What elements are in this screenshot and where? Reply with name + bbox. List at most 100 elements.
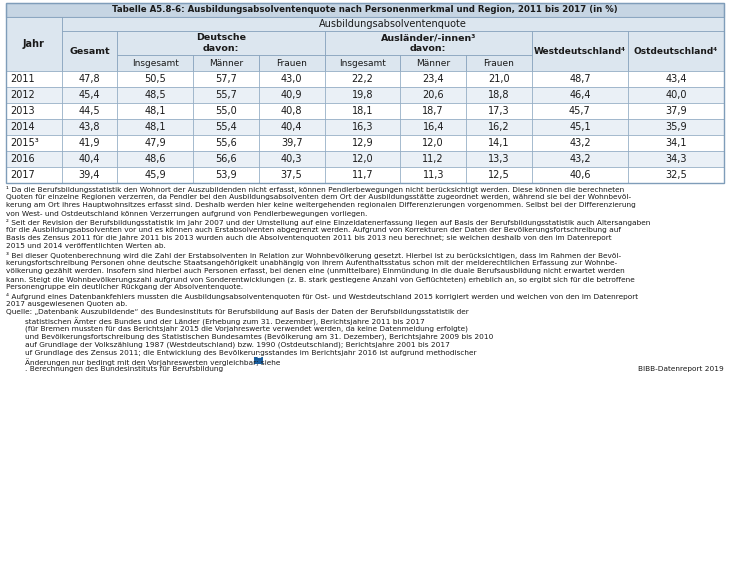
Text: 11,3: 11,3 (423, 170, 444, 180)
Bar (61, 31, 118, 71)
Text: 22,2: 22,2 (352, 74, 374, 84)
Text: 48,7: 48,7 (569, 74, 591, 84)
Bar (325, 31, 532, 55)
Text: Frauen: Frauen (483, 58, 515, 68)
Text: kerungsfortschreibung Personen ohne deutsche Staatsangehörigkeit unabhängig von : kerungsfortschreibung Personen ohne deut… (6, 260, 617, 266)
Bar (6, 17, 61, 71)
Text: 48,6: 48,6 (145, 154, 166, 164)
Text: 40,4: 40,4 (79, 154, 100, 164)
Bar (259, 167, 325, 183)
Text: 41,9: 41,9 (79, 138, 100, 148)
Bar (6, 3, 724, 183)
Text: kann. Steigt die Wohnbevölkerungszahl aufgrund von Sonderentwicklungen (z. B. st: kann. Steigt die Wohnbevölkerungszahl au… (6, 276, 635, 283)
Bar (259, 71, 325, 87)
Bar (118, 167, 193, 183)
Text: für die Ausbildungsabsolventen vor und es können auch Erstabsolventen abgegrenzt: für die Ausbildungsabsolventen vor und e… (6, 227, 621, 233)
Bar (325, 119, 400, 135)
Text: 37,9: 37,9 (665, 106, 687, 116)
Text: 40,8: 40,8 (281, 106, 302, 116)
Text: 40,9: 40,9 (281, 90, 302, 100)
Bar (628, 167, 724, 183)
Text: 34,3: 34,3 (665, 154, 687, 164)
Bar (325, 87, 400, 103)
Bar (400, 103, 466, 119)
Bar (466, 151, 532, 167)
Text: von West- und Ostdeutschland können Verzerrungen aufgrund von Pendlerbewegungen : von West- und Ostdeutschland können Verz… (6, 210, 367, 217)
Bar (466, 103, 532, 119)
Bar (532, 87, 628, 103)
Text: 2017 ausgewiesenen Quoten ab.: 2017 ausgewiesenen Quoten ab. (6, 301, 127, 307)
Bar (118, 119, 193, 135)
Bar (193, 151, 259, 167)
Text: kerung am Ort ihres Hauptwohnsitzes erfasst sind. Deshalb werden hier keine weit: kerung am Ort ihres Hauptwohnsitzes erfa… (6, 202, 636, 209)
Text: Gesamt: Gesamt (69, 46, 110, 55)
Text: 45,4: 45,4 (79, 90, 100, 100)
Text: (für Bremen mussten für das Berichtsjahr 2015 die Vorjahreswerte verwendet werde: (für Bremen mussten für das Berichtsjahr… (6, 325, 468, 332)
Text: Deutsche
davon:: Deutsche davon: (196, 34, 246, 53)
Bar (61, 167, 118, 183)
Bar (532, 31, 628, 71)
Bar (400, 167, 466, 183)
Text: 39,7: 39,7 (281, 138, 302, 148)
Text: 56,6: 56,6 (215, 154, 237, 164)
Bar (628, 135, 724, 151)
Text: 43,8: 43,8 (79, 122, 100, 132)
Text: 55,0: 55,0 (215, 106, 237, 116)
Text: Männer: Männer (209, 58, 243, 68)
Bar (400, 71, 466, 87)
Text: 18,1: 18,1 (352, 106, 373, 116)
Bar (6, 119, 61, 135)
Text: 19,8: 19,8 (352, 90, 373, 100)
Text: 40,6: 40,6 (569, 170, 591, 180)
Bar (193, 87, 259, 103)
Bar (259, 87, 325, 103)
Bar (628, 151, 724, 167)
Bar (400, 135, 466, 151)
Text: 12,9: 12,9 (352, 138, 373, 148)
Bar (193, 135, 259, 151)
Text: 16,3: 16,3 (352, 122, 373, 132)
Bar (628, 119, 724, 135)
Text: 20,6: 20,6 (423, 90, 444, 100)
Bar (6, 167, 61, 183)
Text: Tabelle A5.8-6: Ausbildungsabsolventenquote nach Personenmerkmal und Region, 201: Tabelle A5.8-6: Ausbildungsabsolventenqu… (112, 6, 618, 14)
Bar (628, 31, 724, 71)
Text: Quoten für einzelne Regionen verzerren, da Pendler bei den Ausbildungsabsolvente: Quoten für einzelne Regionen verzerren, … (6, 194, 631, 200)
Text: 39,4: 39,4 (79, 170, 100, 180)
Text: 43,0: 43,0 (281, 74, 302, 84)
Bar (532, 119, 628, 135)
Bar (118, 103, 193, 119)
Text: 45,7: 45,7 (569, 106, 591, 116)
Bar (532, 71, 628, 87)
Text: 43,2: 43,2 (569, 154, 591, 164)
Bar (6, 87, 61, 103)
Bar (259, 151, 325, 167)
Bar (61, 119, 118, 135)
Text: Basis des Zensus 2011 für die Jahre 2011 bis 2013 wurden auch die Absolventenquo: Basis des Zensus 2011 für die Jahre 2011… (6, 235, 612, 241)
Text: 2011: 2011 (10, 74, 34, 84)
Text: 40,4: 40,4 (281, 122, 302, 132)
Text: . Berechnungen des Bundesinstituts für Berufsbildung: . Berechnungen des Bundesinstituts für B… (6, 366, 223, 372)
Bar (532, 167, 628, 183)
Text: BIBB-Datenreport 2019: BIBB-Datenreport 2019 (638, 366, 724, 372)
Bar (118, 87, 193, 103)
Text: 17,3: 17,3 (488, 106, 510, 116)
Text: 48,1: 48,1 (145, 122, 166, 132)
Bar (400, 55, 466, 71)
Bar (259, 55, 325, 71)
Bar (259, 119, 325, 135)
Bar (325, 167, 400, 183)
Text: Insgesamt: Insgesamt (339, 58, 386, 68)
Text: 47,8: 47,8 (79, 74, 100, 84)
Text: 2015³: 2015³ (10, 138, 39, 148)
Text: 34,1: 34,1 (665, 138, 687, 148)
Bar (118, 71, 193, 87)
Bar (259, 103, 325, 119)
Bar (466, 55, 532, 71)
Bar (193, 55, 259, 71)
Text: 53,9: 53,9 (215, 170, 237, 180)
Text: Insgesamt: Insgesamt (131, 58, 179, 68)
Bar (193, 103, 259, 119)
Text: 12,0: 12,0 (352, 154, 373, 164)
Bar (193, 119, 259, 135)
